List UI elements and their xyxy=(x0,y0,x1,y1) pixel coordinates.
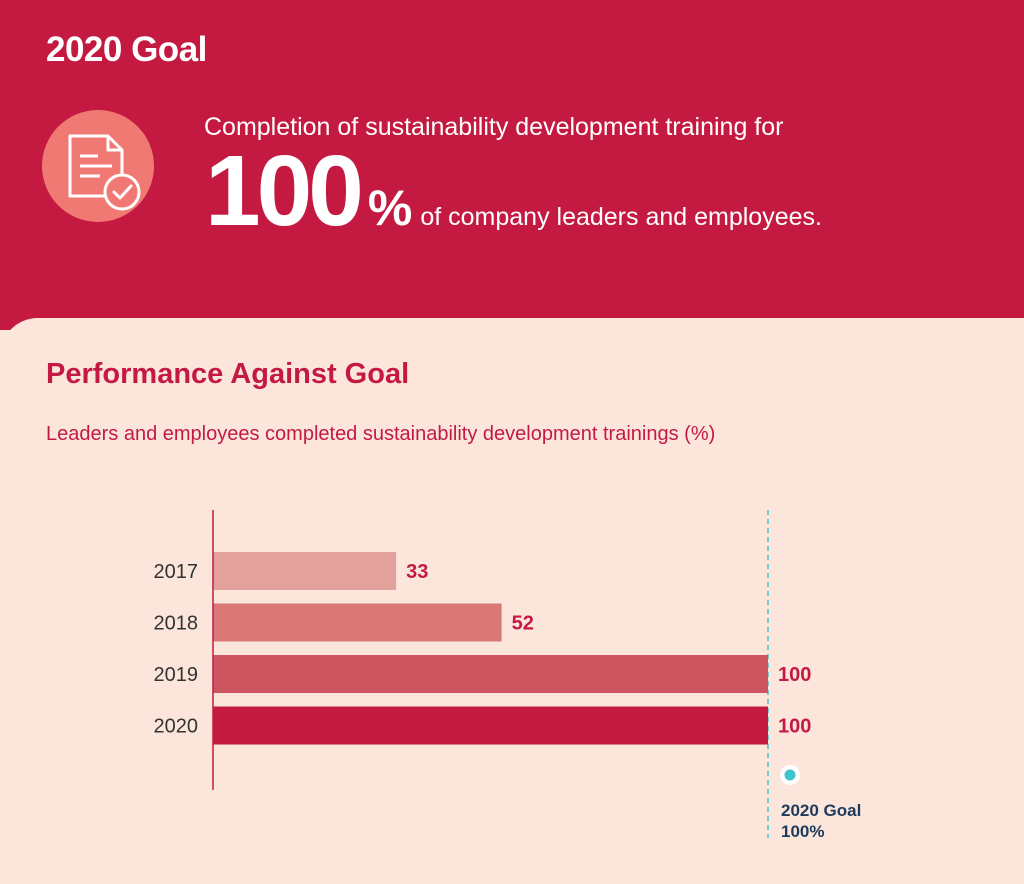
goal-marker-dot xyxy=(784,769,796,781)
goal-title: 2020 Goal xyxy=(46,30,207,69)
bar xyxy=(213,706,768,745)
category-label: 2020 xyxy=(154,716,199,738)
data-label: 33 xyxy=(406,561,428,583)
goal-statement: 100% of company leaders and employees. xyxy=(205,134,822,249)
data-label: 100 xyxy=(778,716,811,738)
chart-subtitle: Leaders and employees completed sustaina… xyxy=(46,423,716,445)
goal-marker-label: 2020 Goal 100% xyxy=(781,800,861,842)
goal-marker-label-line2: 100% xyxy=(781,822,825,841)
category-label: 2019 xyxy=(154,664,199,686)
bar xyxy=(213,552,397,590)
goal-rest-text: of company leaders and employees. xyxy=(420,203,822,231)
goal-intro-text: Completion of sustainability development… xyxy=(204,113,784,141)
bar xyxy=(213,603,502,642)
data-label: 100 xyxy=(778,664,811,686)
chart-title: Performance Against Goal xyxy=(46,358,410,390)
goal-banner: 2020 Goal Completion of sustainability d… xyxy=(0,0,1024,330)
bar xyxy=(213,655,768,693)
data-label: 52 xyxy=(512,613,534,635)
category-label: 2018 xyxy=(154,613,199,635)
performance-panel xyxy=(0,318,1024,884)
goal-percent-sign: % xyxy=(367,180,413,236)
document-check-icon xyxy=(42,110,154,222)
category-label: 2017 xyxy=(154,561,199,583)
goal-big-number: 100 xyxy=(205,135,364,247)
goal-marker-label-line1: 2020 Goal xyxy=(781,801,862,820)
bar-chart: 2017 33 2018 52 2019 100 2020 100 xyxy=(154,510,811,838)
